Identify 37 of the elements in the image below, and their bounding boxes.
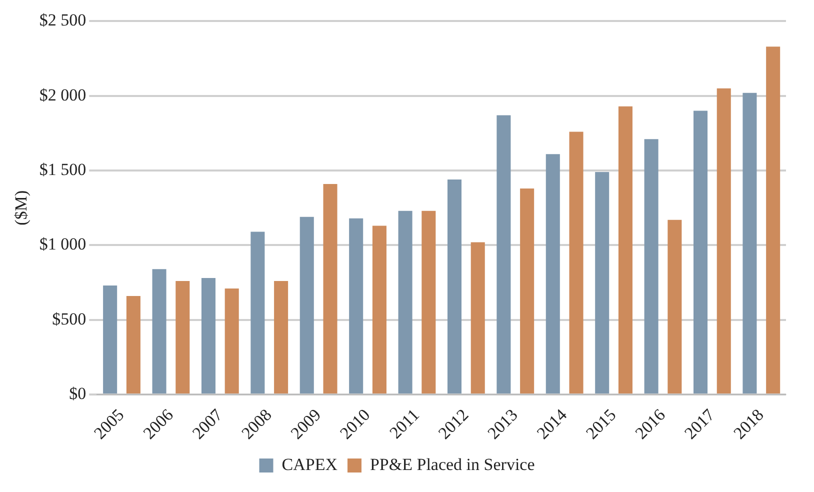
bar [569,132,584,394]
bar [224,288,239,394]
bar [422,210,436,394]
y-tick-label: $500 [52,309,86,328]
bar [250,232,265,394]
y-tick-label: $0 [69,384,86,403]
y-tick-label: $1 000 [39,234,86,254]
bar [398,210,412,394]
bar [618,106,632,394]
bar [103,286,118,394]
bar [742,92,757,394]
bar [372,226,386,394]
bar [520,188,534,394]
bar [349,218,364,394]
bar [300,216,314,394]
bar [496,115,511,394]
bar [201,278,216,394]
legend-label: PP&E Placed in Service [370,454,535,474]
y-tick-label: $2 000 [39,85,86,104]
bar [274,281,288,394]
y-tick-label: $2 500 [39,10,86,30]
bar [447,179,462,394]
bar [152,269,166,394]
bar [644,139,658,394]
bar [595,172,610,394]
bar [176,281,190,394]
bar [766,46,780,394]
bar [323,184,338,394]
bar [694,110,708,394]
y-tick-label: $1 500 [39,160,86,179]
bar [716,88,731,394]
bar [126,296,140,394]
bar [470,242,485,394]
y-axis-title: ($M) [12,190,31,226]
legend-label: CAPEX [282,454,338,474]
bar [668,220,682,394]
bar [546,154,560,394]
